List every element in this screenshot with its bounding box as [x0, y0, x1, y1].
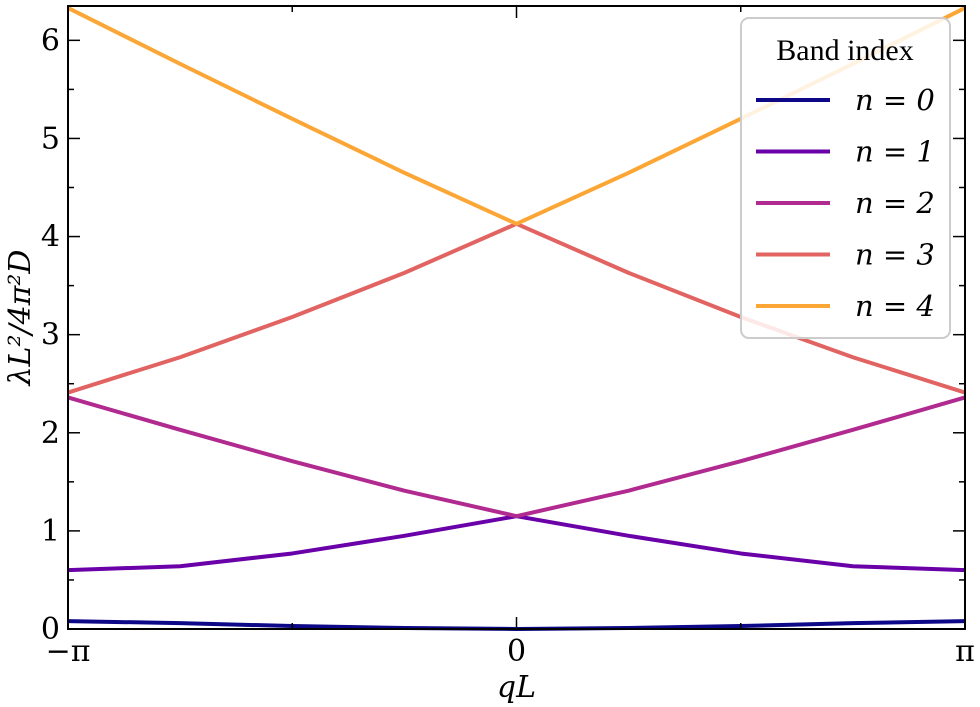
series-layer: [67, 6, 966, 631]
x-tick-label: π: [955, 634, 975, 669]
legend-title: Band index: [776, 34, 913, 67]
x-axis-label: qL: [497, 670, 536, 705]
x-tick-label: −π: [46, 634, 91, 669]
legend-label-n0: n = 0: [855, 83, 935, 117]
y-tick-label: 6: [41, 23, 60, 58]
y-tick-label: 1: [41, 514, 60, 549]
legend: Band index n = 0 n = 1 n = 2 n = 3 n = 4: [740, 17, 951, 339]
legend-label-n2: n = 2: [855, 186, 935, 220]
y-tick-label: 3: [41, 318, 60, 353]
series-line-n1: [67, 514, 966, 573]
y-tick-label: 2: [41, 416, 60, 451]
y-tick-label: 5: [41, 121, 60, 156]
legend-label-n3: n = 3: [855, 238, 935, 272]
y-tick-label: 0: [41, 612, 60, 647]
legend-label-n1: n = 1: [855, 135, 935, 169]
y-axis-label: λL²/4π²D: [3, 250, 38, 387]
legend-label-n4: n = 4: [855, 289, 935, 323]
x-tick-label: 0: [507, 634, 526, 669]
series-line-n2: [67, 395, 966, 519]
y-tick-label: 4: [41, 220, 60, 255]
